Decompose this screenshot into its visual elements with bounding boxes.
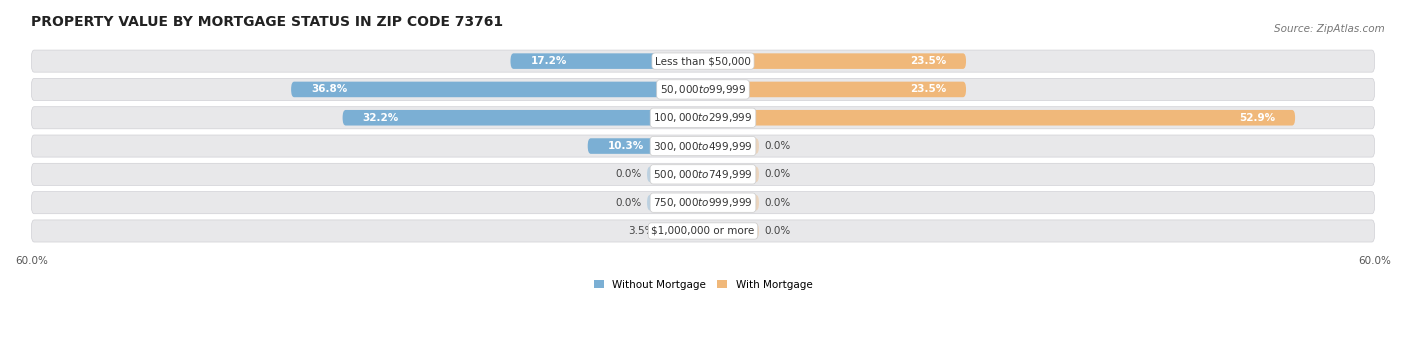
FancyBboxPatch shape [31, 192, 1375, 214]
FancyBboxPatch shape [703, 223, 759, 239]
FancyBboxPatch shape [647, 167, 703, 182]
Text: 17.2%: 17.2% [530, 56, 567, 66]
FancyBboxPatch shape [510, 53, 703, 69]
Text: Source: ZipAtlas.com: Source: ZipAtlas.com [1274, 24, 1385, 34]
Text: 32.2%: 32.2% [363, 113, 399, 123]
FancyBboxPatch shape [31, 135, 1375, 157]
Text: 0.0%: 0.0% [765, 198, 790, 208]
FancyBboxPatch shape [343, 110, 703, 125]
Legend: Without Mortgage, With Mortgage: Without Mortgage, With Mortgage [589, 275, 817, 294]
Text: $1,000,000 or more: $1,000,000 or more [651, 226, 755, 236]
FancyBboxPatch shape [31, 50, 1375, 72]
Text: 23.5%: 23.5% [910, 56, 946, 66]
Text: 3.5%: 3.5% [628, 226, 655, 236]
Text: Less than $50,000: Less than $50,000 [655, 56, 751, 66]
FancyBboxPatch shape [664, 223, 703, 239]
FancyBboxPatch shape [31, 107, 1375, 129]
FancyBboxPatch shape [31, 163, 1375, 185]
Text: 52.9%: 52.9% [1239, 113, 1275, 123]
FancyBboxPatch shape [703, 167, 759, 182]
FancyBboxPatch shape [31, 79, 1375, 101]
Text: $500,000 to $749,999: $500,000 to $749,999 [654, 168, 752, 181]
FancyBboxPatch shape [647, 195, 703, 210]
Text: $50,000 to $99,999: $50,000 to $99,999 [659, 83, 747, 96]
Text: 0.0%: 0.0% [765, 141, 790, 151]
Text: 0.0%: 0.0% [616, 198, 641, 208]
FancyBboxPatch shape [703, 138, 759, 154]
FancyBboxPatch shape [31, 220, 1375, 242]
FancyBboxPatch shape [703, 53, 966, 69]
Text: 0.0%: 0.0% [765, 169, 790, 180]
Text: 36.8%: 36.8% [311, 84, 347, 95]
Text: 0.0%: 0.0% [765, 226, 790, 236]
Text: $300,000 to $499,999: $300,000 to $499,999 [654, 139, 752, 153]
FancyBboxPatch shape [703, 195, 759, 210]
FancyBboxPatch shape [291, 82, 703, 97]
Text: 0.0%: 0.0% [616, 169, 641, 180]
Text: PROPERTY VALUE BY MORTGAGE STATUS IN ZIP CODE 73761: PROPERTY VALUE BY MORTGAGE STATUS IN ZIP… [31, 15, 503, 29]
Text: 23.5%: 23.5% [910, 84, 946, 95]
FancyBboxPatch shape [703, 82, 966, 97]
Text: $100,000 to $299,999: $100,000 to $299,999 [654, 111, 752, 124]
Text: $750,000 to $999,999: $750,000 to $999,999 [654, 196, 752, 209]
FancyBboxPatch shape [703, 110, 1295, 125]
FancyBboxPatch shape [588, 138, 703, 154]
Text: 10.3%: 10.3% [607, 141, 644, 151]
